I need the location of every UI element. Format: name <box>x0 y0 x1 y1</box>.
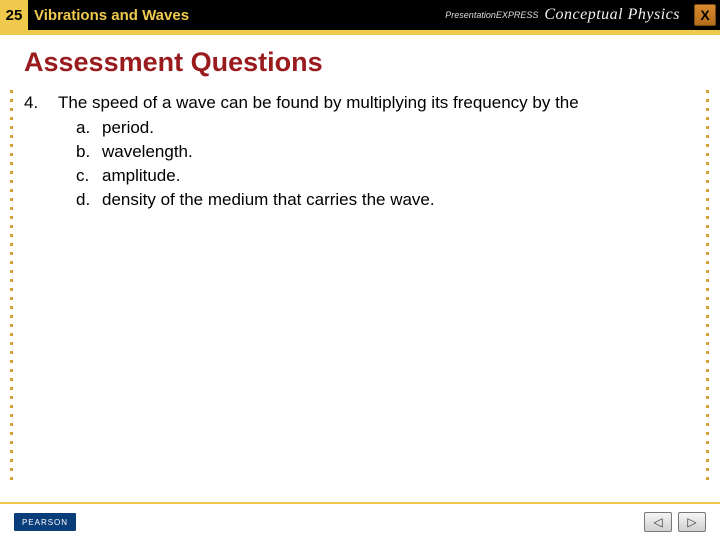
chapter-number-badge: 25 <box>0 0 28 30</box>
option-c: c. amplitude. <box>76 165 696 188</box>
footer-bar: PEARSON ◁ ▷ <box>0 504 720 540</box>
decorative-dots-right <box>706 90 710 498</box>
close-icon: X <box>700 7 709 23</box>
option-text: amplitude. <box>102 165 180 188</box>
option-a: a. period. <box>76 117 696 140</box>
brand-conceptual-physics: Conceptual Physics <box>544 6 680 24</box>
chevron-right-icon: ▷ <box>687 515 696 529</box>
option-d: d. density of the medium that carries th… <box>76 189 696 212</box>
option-b: b. wavelength. <box>76 141 696 164</box>
nav-arrows: ◁ ▷ <box>644 512 706 532</box>
options-list: a. period. b. wavelength. c. amplitude. … <box>58 117 696 212</box>
question-body: The speed of a wave can be found by mult… <box>58 92 696 212</box>
question-number: 4. <box>24 92 58 212</box>
option-letter: c. <box>76 165 102 188</box>
option-text: wavelength. <box>102 141 193 164</box>
top-bar: 25 Vibrations and Waves PresentationEXPR… <box>0 0 720 30</box>
chapter-title: Vibrations and Waves <box>34 7 189 24</box>
close-button[interactable]: X <box>694 4 716 26</box>
section-title: Assessment Questions <box>24 47 696 78</box>
question-block: 4. The speed of a wave can be found by m… <box>24 92 696 212</box>
option-letter: b. <box>76 141 102 164</box>
brand-presentation-express: PresentationEXPRESS <box>445 10 538 20</box>
next-slide-button[interactable]: ▷ <box>678 512 706 532</box>
option-letter: d. <box>76 189 102 212</box>
prev-slide-button[interactable]: ◁ <box>644 512 672 532</box>
question-stem: The speed of a wave can be found by mult… <box>58 93 579 112</box>
option-letter: a. <box>76 117 102 140</box>
brand-area: PresentationEXPRESS Conceptual Physics <box>445 0 680 30</box>
decorative-dots-left <box>10 90 14 498</box>
slide-content: Assessment Questions 4. The speed of a w… <box>0 35 720 212</box>
chevron-left-icon: ◁ <box>653 515 662 529</box>
option-text: density of the medium that carries the w… <box>102 189 435 212</box>
publisher-badge: PEARSON <box>14 513 76 531</box>
option-text: period. <box>102 117 154 140</box>
